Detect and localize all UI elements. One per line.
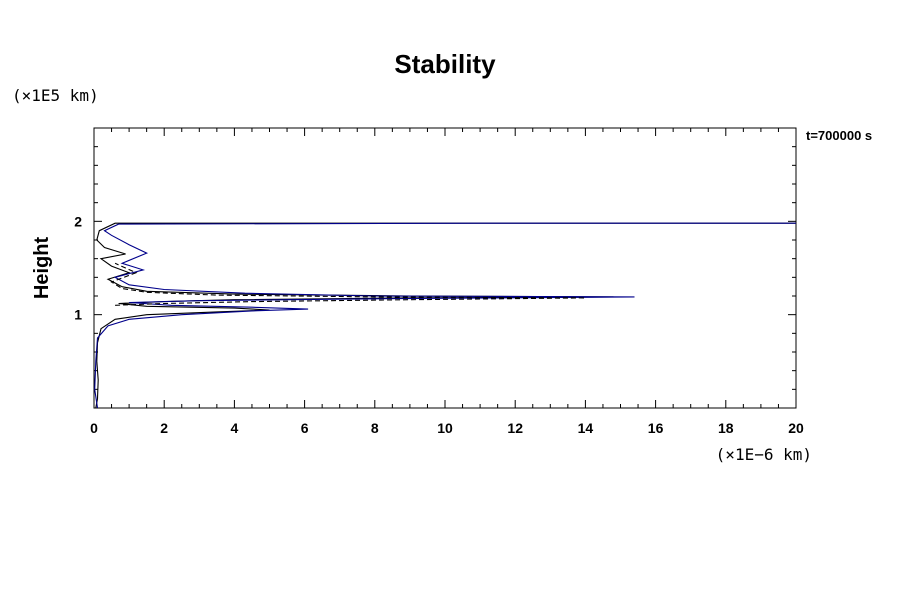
plot-frame [93,127,797,409]
x-tick-label: 12 [507,420,523,436]
x-tick-label: 14 [578,420,594,436]
y-axis-label: Height [31,237,53,300]
x-tick-label: 10 [437,420,453,436]
x-tick-label: 2 [160,420,168,436]
x-tick-labels: 0 2 4 6 8 10 12 14 16 18 20 [90,420,804,436]
y-unit-label: (×1E5 km) [12,86,99,105]
chart-title: Stability [394,49,496,79]
time-annotation: t=700000 s [806,128,872,143]
y-tick-label: 2 [74,213,82,229]
series-line-3 [110,262,586,306]
x-tick-label: 18 [718,420,734,436]
x-tick-label: 8 [371,420,379,436]
y-tick-label: 1 [74,307,82,323]
data-series [94,222,796,409]
axis-ticks [93,127,797,409]
x-tick-label: 16 [648,420,664,436]
series-line-2 [94,222,796,409]
x-tick-label: 6 [301,420,309,436]
series-line-1 [95,222,796,409]
x-tick-label: 4 [231,420,239,436]
x-tick-label: 20 [788,420,804,436]
x-tick-label: 0 [90,420,98,436]
y-tick-labels: 12 [74,213,82,322]
x-unit-label: (×1E−6 km) [716,445,812,464]
